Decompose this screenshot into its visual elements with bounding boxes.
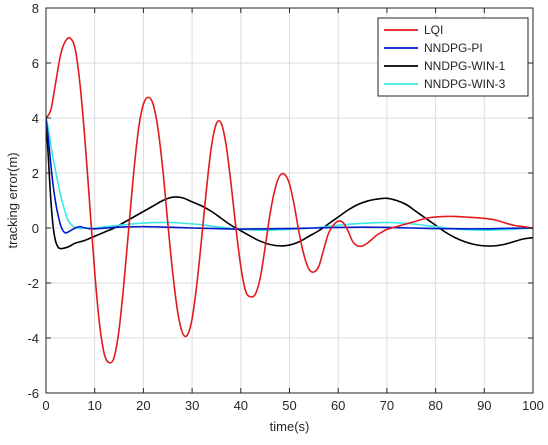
y-tick-label: 0 bbox=[32, 221, 39, 236]
y-tick-label: -6 bbox=[27, 386, 39, 401]
legend-label-nndpg-pi: NNDPG-PI bbox=[424, 41, 483, 55]
series-line-nndpg-win-1 bbox=[46, 117, 533, 250]
x-tick-label: 70 bbox=[380, 398, 394, 413]
legend-label-nndpg-win-3: NNDPG-WIN-3 bbox=[424, 77, 506, 91]
x-tick-label: 20 bbox=[136, 398, 150, 413]
y-tick-label: 8 bbox=[32, 1, 39, 16]
x-tick-label: 10 bbox=[87, 398, 101, 413]
legend-box bbox=[377, 17, 529, 97]
x-tick-label: 30 bbox=[185, 398, 199, 413]
x-tick-label: 80 bbox=[428, 398, 442, 413]
y-tick-label: 4 bbox=[32, 111, 39, 126]
y-axis-label: tracking error(m) bbox=[5, 152, 20, 248]
x-tick-label: 100 bbox=[522, 398, 544, 413]
legend-label-nndpg-win-1: NNDPG-WIN-1 bbox=[424, 59, 506, 73]
legend: LQI NNDPG-PI NNDPG-WIN-1 NNDPG-WIN-3 bbox=[377, 17, 529, 97]
x-tick-label: 40 bbox=[234, 398, 248, 413]
series-line-lqi bbox=[46, 36, 533, 364]
series-line-nndpg-pi bbox=[46, 117, 533, 234]
x-axis-label: time(s) bbox=[270, 419, 310, 434]
axis-ticks: 0 10 20 30 40 50 60 70 80 90 100 -6 -4 -2 0 2 4 6 8 bbox=[27, 1, 543, 413]
x-tick-label: 90 bbox=[477, 398, 491, 413]
x-tick-label: 50 bbox=[282, 398, 296, 413]
x-tick-label: 0 bbox=[42, 398, 49, 413]
series-line-nndpg-win-3 bbox=[46, 117, 533, 231]
y-tick-label: -2 bbox=[27, 276, 39, 291]
y-tick-label: 6 bbox=[32, 56, 39, 71]
y-tick-label: -4 bbox=[27, 331, 39, 346]
series-lines bbox=[46, 36, 533, 364]
legend-label-lqi: LQI bbox=[424, 23, 443, 37]
x-tick-label: 60 bbox=[331, 398, 345, 413]
y-tick-label: 2 bbox=[32, 166, 39, 181]
